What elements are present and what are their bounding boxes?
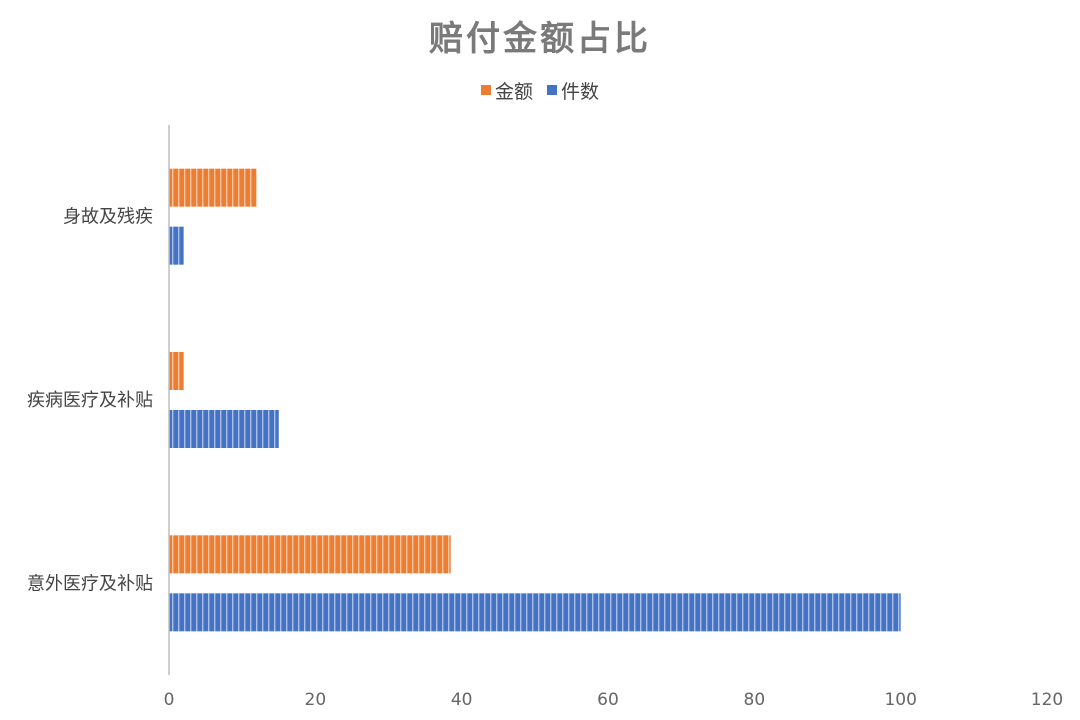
category-label: 身故及残疾 <box>63 207 153 228</box>
legend-swatch <box>547 85 557 95</box>
bar-金额-疾病医疗及补贴 <box>169 352 184 390</box>
bar-金额-身故及残疾 <box>169 168 257 207</box>
legend-item: 件数 <box>547 81 599 103</box>
x-tick-label: 0 <box>164 690 175 710</box>
x-axis-ticks: 0 20 40 60 80 100 120 <box>164 690 1064 710</box>
chart-title: 赔付金额占比 <box>429 19 651 59</box>
category-label: 疾病医疗及补贴 <box>27 390 153 411</box>
x-tick-label: 80 <box>744 690 766 710</box>
legend-swatch <box>481 85 491 95</box>
x-tick-label: 20 <box>305 690 327 710</box>
bars-group <box>169 168 901 632</box>
legend: 金额 件数 <box>481 81 599 103</box>
x-tick-label: 120 <box>1031 690 1063 710</box>
legend-label: 金额 <box>495 81 533 103</box>
bar-件数-身故及残疾 <box>169 226 184 265</box>
x-tick-label: 40 <box>451 690 473 710</box>
legend-item: 金额 <box>481 81 533 103</box>
bar-金额-意外医疗及补贴 <box>169 535 451 574</box>
category-label: 意外医疗及补贴 <box>27 573 153 594</box>
x-tick-label: 60 <box>597 690 619 710</box>
x-tick-label: 100 <box>884 690 916 710</box>
legend-label: 件数 <box>561 81 599 103</box>
bar-件数-疾病医疗及补贴 <box>169 410 279 448</box>
bar-件数-意外医疗及补贴 <box>169 593 901 632</box>
